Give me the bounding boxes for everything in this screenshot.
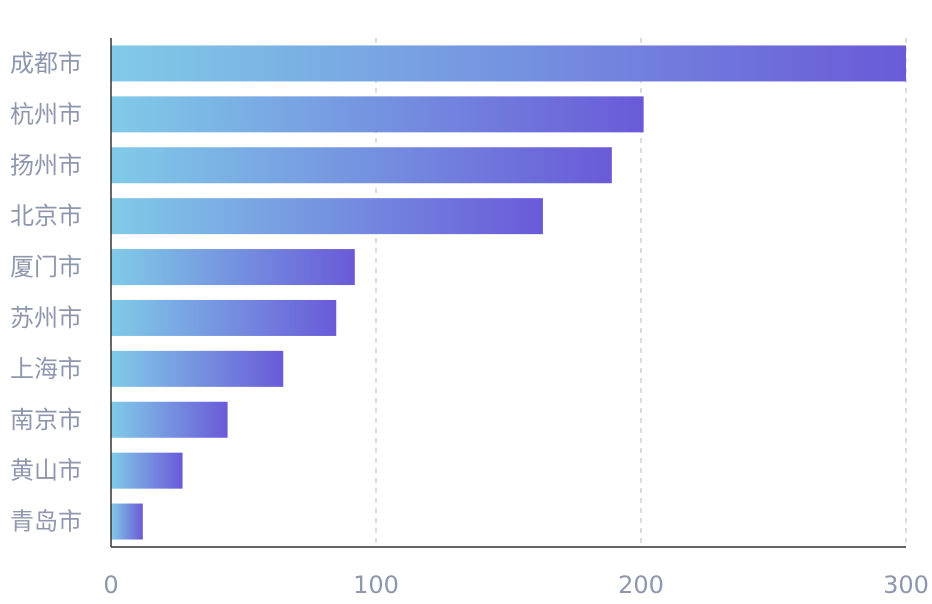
bar-3 bbox=[111, 147, 612, 184]
category-label: 厦门市 bbox=[10, 253, 82, 281]
bar-5 bbox=[111, 249, 355, 286]
x-tick-label: 100 bbox=[353, 571, 399, 599]
x-tick-label: 300 bbox=[883, 571, 929, 599]
category-label: 杭州市 bbox=[10, 100, 82, 128]
category-label: 成都市 bbox=[10, 49, 82, 77]
bar-10 bbox=[111, 503, 143, 540]
bars bbox=[111, 45, 906, 540]
bar-7 bbox=[111, 350, 284, 387]
category-label: 上海市 bbox=[10, 355, 82, 383]
bar-9 bbox=[111, 452, 183, 489]
category-label: 南京市 bbox=[10, 406, 82, 434]
category-label: 黄山市 bbox=[10, 457, 82, 485]
x-tick-label: 0 bbox=[103, 571, 118, 599]
bar-4 bbox=[111, 198, 543, 235]
bar-6 bbox=[111, 299, 337, 336]
category-label: 扬州市 bbox=[10, 151, 82, 179]
bar-1 bbox=[111, 45, 906, 82]
category-label: 青岛市 bbox=[10, 508, 82, 536]
axes bbox=[110, 38, 906, 548]
bar-2 bbox=[111, 96, 644, 133]
x-tick-label: 200 bbox=[618, 571, 664, 599]
category-label: 北京市 bbox=[10, 202, 82, 230]
bar-8 bbox=[111, 401, 228, 438]
category-label: 苏州市 bbox=[10, 304, 82, 332]
